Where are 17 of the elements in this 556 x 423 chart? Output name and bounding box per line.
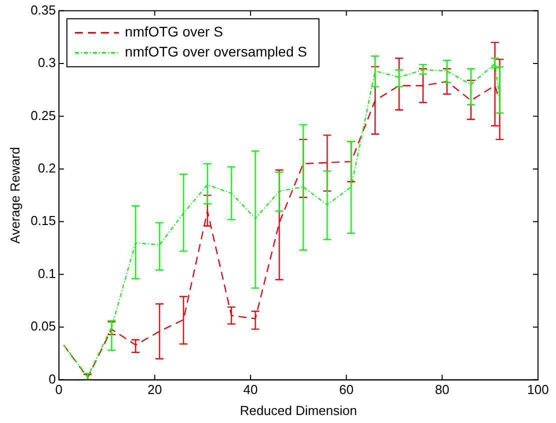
y-tick-label: 0.25	[30, 108, 56, 123]
legend-label: nmfOTG over S	[124, 24, 223, 40]
y-tick-label: 0.05	[30, 318, 56, 334]
y-tick-label: 0.3	[38, 55, 56, 70]
y-tick-label: 0.35	[30, 2, 56, 18]
x-tick-label: 40	[243, 382, 258, 398]
x-tick-label: 20	[147, 382, 162, 398]
x-tick-label: 60	[339, 382, 354, 398]
x-tick-label: 100	[527, 382, 549, 398]
y-tick-label: 0.2	[38, 160, 56, 176]
x-tick-label: 80	[434, 382, 450, 398]
legend-label: nmfOTG over oversampled S	[124, 44, 307, 60]
x-axis-title: Reduced Dimension	[240, 402, 357, 418]
y-tick-label: 0	[48, 371, 56, 386]
y-tick-label: 0.1	[38, 266, 56, 281]
y-axis-title: Average Reward	[7, 147, 22, 244]
y-tick-label: 0.15	[30, 213, 56, 228]
